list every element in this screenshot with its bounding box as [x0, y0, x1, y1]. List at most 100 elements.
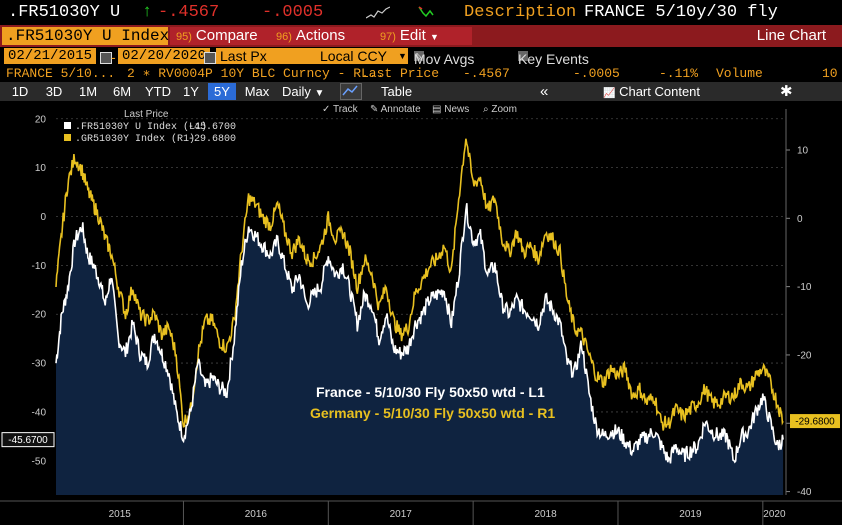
x-tick-label: 2020 [763, 509, 786, 520]
end-date-field[interactable]: 02/20/2020 [118, 48, 211, 64]
edit-menu[interactable]: 97) Edit ▼ [374, 27, 472, 45]
annotation-france[interactable]: France - 5/10/30 Fly 50x50 wtd - L1 [316, 384, 545, 400]
legend-swatch-france [64, 122, 71, 129]
timeframe-1d[interactable]: 1D [11, 84, 29, 99]
chart-tools: ✓ Track ✎ Annotate ▤ News ⌕ Zoom [322, 104, 517, 115]
mov-avgs-label: Mov Avgs [414, 51, 475, 67]
pencil-icon: ✎ [414, 52, 424, 64]
view-title[interactable]: Line Chart [756, 27, 826, 44]
right-tick-label: 0 [797, 214, 803, 225]
compare-label: Compare [195, 27, 258, 44]
annotation-germany[interactable]: Germany - 5/10/30 Fly 50x50 wtd - R1 [310, 405, 555, 421]
x-tick-label: 2017 [390, 509, 413, 520]
chart-content-label: Chart Content [619, 84, 701, 99]
header-bar: .FR51030Y U ↑ -.4567 -.0005 Description … [0, 0, 842, 26]
settings-bar: 02/21/2015 - 02/20/2020 Last Px Local CC… [0, 47, 842, 67]
ticker[interactable]: .FR51030Y U [8, 3, 121, 22]
currency-select[interactable]: Local CCY [316, 48, 408, 64]
table-button[interactable]: Table [381, 84, 413, 99]
last-price: -.4567 [158, 3, 220, 22]
right-tick-label: 10 [797, 145, 809, 156]
x-axis: 2015 2016 2017 2018 2019 2020 [0, 500, 842, 525]
timeframe-3d[interactable]: 3D [45, 84, 63, 99]
right-last-value: -29.6800 [795, 417, 835, 428]
legend-swatch-germany [64, 134, 71, 141]
timeframe-1m[interactable]: 1M [78, 84, 98, 99]
right-tick-label: -20 [797, 350, 812, 361]
last-price-value: -.4567 [463, 66, 510, 81]
timeframe-1y[interactable]: 1Y [183, 84, 199, 99]
percent-change: -.11% [659, 66, 699, 81]
up-arrow-icon: ↑ [142, 3, 153, 22]
description-value: FRANCE 5/10y/30 fly [584, 3, 778, 22]
checkbox-icon [518, 51, 528, 61]
checkbox-icon [414, 51, 424, 61]
date-separator: - [111, 49, 116, 65]
x-tick-label: 2018 [534, 509, 557, 520]
chevron-down-icon: ▼ [429, 32, 439, 42]
timeframe-bar: 1D 3D 1M 6M YTD 1Y 5Y Max Daily ▼ Table … [0, 82, 842, 101]
left-tick-label: -10 [32, 261, 47, 272]
security-name: FRANCE 5/10... [6, 66, 116, 81]
security-field[interactable]: .FR51030Y U Index [2, 27, 169, 45]
legend-title: Last Price [124, 109, 169, 120]
collapse-icon[interactable]: « [540, 83, 549, 100]
timeframe-5y[interactable]: 5Y [208, 83, 236, 100]
x-tick-label: 2015 [109, 509, 132, 520]
annotate-icon: ✎ [370, 104, 381, 115]
change-value: -.0005 [573, 66, 620, 81]
chevron-down-icon: ▼ [398, 51, 407, 61]
last-price-label: Last Price [361, 66, 440, 81]
actions-menu[interactable]: 96) Actions [270, 27, 382, 45]
calendar-icon[interactable] [204, 52, 216, 64]
volume-value: 10 [822, 66, 838, 81]
caret-down-icon: ▼ [314, 88, 325, 99]
actions-number: 96) [276, 31, 292, 43]
key-events-label: Key Events [518, 51, 589, 67]
track-tool[interactable]: ✓ Track [322, 104, 359, 115]
zoom-tool[interactable]: ⌕ Zoom [483, 104, 517, 115]
net-change: -.0005 [262, 3, 324, 22]
timeframe-ytd[interactable]: YTD [145, 84, 171, 99]
annotate-tool[interactable]: ✎ Annotate [370, 104, 421, 115]
left-axis: 20 10 0 -10 -20 -30 -40 -50 [32, 114, 47, 467]
compare-number: 95) [176, 31, 192, 43]
frequency-select[interactable]: Daily ▼ [282, 83, 324, 102]
left-tick-label: -20 [32, 310, 47, 321]
news-tool[interactable]: ▤ News [432, 104, 469, 115]
cursor-icon: ✓ [322, 104, 333, 115]
x-tick-label: 2019 [679, 509, 702, 520]
left-tick-label: 0 [40, 212, 46, 223]
security-summary: FRANCE 5/10... 2 ∗ RV0004P 10Y BLC Curnc… [0, 66, 842, 82]
compare-menu[interactable]: 95) Compare [170, 27, 276, 45]
legend-germany-value: -29.6800 [188, 134, 236, 145]
left-tick-label: -30 [32, 359, 47, 370]
timeframe-max[interactable]: Max [244, 84, 270, 99]
legend-france-value: -45.6700 [188, 122, 236, 133]
security-sub: 2 ∗ RV0004P 10Y BLC Curncy - R... [127, 66, 385, 81]
field-select[interactable]: Last Px [216, 48, 316, 64]
edit-number: 97) [380, 31, 396, 43]
left-tick-label: -40 [32, 407, 47, 418]
volume-label: Volume [716, 66, 763, 81]
actions-label: Actions [295, 27, 346, 44]
chart-content-button[interactable]: 📈 Chart Content [603, 83, 700, 102]
news-icon: ▤ [432, 104, 444, 115]
timeframe-6m[interactable]: 6M [112, 84, 132, 99]
line-chart-icon[interactable] [340, 83, 362, 100]
gear-icon[interactable]: ✱ [780, 83, 793, 100]
intraday-chart-icon[interactable] [416, 3, 436, 21]
germany-series-line[interactable] [55, 138, 784, 431]
legend-france-label[interactable]: .FR51030Y U Index (L1) [75, 121, 207, 133]
left-tick-label: 20 [35, 114, 47, 125]
france-series-line[interactable] [55, 203, 784, 464]
sparkline-icon [366, 6, 390, 19]
legend-germany-label[interactable]: .GR51030Y Index (R1) [75, 133, 195, 145]
calendar-icon[interactable] [100, 52, 112, 64]
start-date-field[interactable]: 02/21/2015 [4, 48, 97, 64]
right-last-tag: -29.6800 [790, 414, 840, 429]
x-tick-label: 2016 [245, 509, 268, 520]
left-last-value: -45.6700 [8, 435, 48, 446]
legend: Last Price .FR51030Y U Index (L1) -45.67… [64, 109, 236, 145]
